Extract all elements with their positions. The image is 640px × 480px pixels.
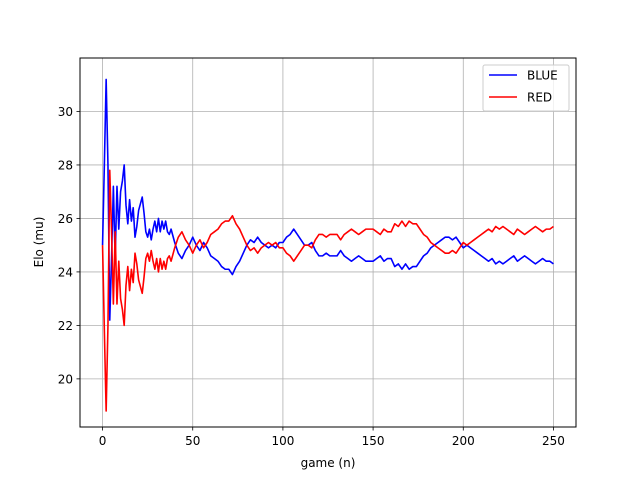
y-tick-label: 24 bbox=[58, 265, 73, 279]
legend-label-blue: BLUE bbox=[527, 69, 558, 83]
x-tick-label: 250 bbox=[542, 434, 565, 448]
x-tick-label: 200 bbox=[452, 434, 475, 448]
x-tick-label: 100 bbox=[271, 434, 294, 448]
y-axis-label: Elo (mu) bbox=[32, 217, 46, 268]
x-tick-label: 150 bbox=[362, 434, 385, 448]
y-tick-label: 26 bbox=[58, 212, 73, 226]
y-tick-label: 28 bbox=[58, 158, 73, 172]
series-layer bbox=[101, 78, 554, 412]
legend-label-red: RED bbox=[527, 91, 552, 105]
plot-area bbox=[80, 58, 576, 427]
y-tick-label: 20 bbox=[58, 372, 73, 386]
axis-ticks: 0 50 100 150 200 250 20 22 24 26 28 30 bbox=[58, 105, 565, 448]
legend-box bbox=[482, 64, 570, 112]
y-tick-label: 30 bbox=[58, 105, 73, 119]
y-tick-label: 22 bbox=[58, 319, 73, 333]
legend: BLUE RED bbox=[482, 64, 570, 112]
series-line-red bbox=[101, 169, 554, 412]
x-axis-label: game (n) bbox=[301, 456, 356, 470]
plot-frame bbox=[79, 57, 577, 428]
x-tick-label: 50 bbox=[185, 434, 200, 448]
x-tick-label: 0 bbox=[99, 434, 107, 448]
